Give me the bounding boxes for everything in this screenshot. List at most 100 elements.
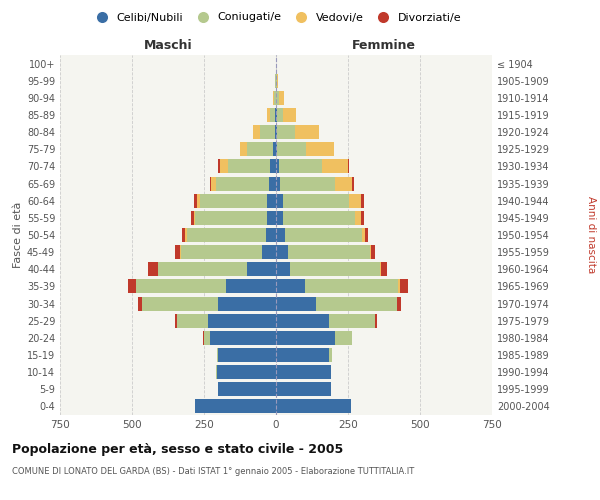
- Bar: [220, 160, 229, 173]
- Bar: [275, 125, 276, 139]
- Bar: [329, 314, 376, 328]
- Bar: [260, 125, 275, 139]
- Bar: [247, 262, 276, 276]
- Bar: [262, 245, 276, 259]
- Bar: [276, 280, 305, 293]
- Bar: [268, 211, 276, 225]
- Bar: [182, 228, 185, 242]
- Bar: [217, 348, 218, 362]
- Bar: [158, 262, 247, 276]
- Bar: [370, 245, 371, 259]
- Bar: [194, 194, 197, 207]
- Bar: [349, 194, 361, 207]
- Bar: [179, 245, 181, 259]
- Bar: [176, 314, 208, 328]
- Bar: [362, 228, 365, 242]
- Bar: [273, 142, 276, 156]
- Bar: [400, 280, 409, 293]
- Bar: [376, 314, 377, 328]
- Bar: [276, 194, 283, 207]
- Bar: [270, 160, 276, 173]
- Text: Popolazione per età, sesso e stato civile - 2005: Popolazione per età, sesso e stato civil…: [12, 442, 343, 456]
- Bar: [191, 211, 194, 225]
- Bar: [210, 176, 211, 190]
- Bar: [215, 176, 269, 190]
- Bar: [175, 245, 179, 259]
- Bar: [226, 280, 276, 293]
- Bar: [283, 194, 349, 207]
- Bar: [276, 400, 351, 413]
- Bar: [361, 211, 364, 225]
- Bar: [218, 160, 220, 173]
- Bar: [279, 160, 322, 173]
- Bar: [196, 400, 276, 413]
- Bar: [276, 262, 290, 276]
- Bar: [269, 176, 276, 190]
- Bar: [204, 331, 210, 345]
- Bar: [210, 331, 276, 345]
- Bar: [276, 245, 287, 259]
- Bar: [276, 296, 316, 310]
- Bar: [142, 296, 218, 310]
- Bar: [181, 245, 262, 259]
- Bar: [380, 262, 381, 276]
- Bar: [218, 296, 276, 310]
- Bar: [276, 125, 277, 139]
- Bar: [329, 348, 332, 362]
- Bar: [276, 331, 335, 345]
- Bar: [278, 91, 284, 105]
- Bar: [247, 142, 273, 156]
- Bar: [335, 331, 352, 345]
- Bar: [273, 91, 274, 105]
- Bar: [284, 228, 362, 242]
- Bar: [371, 245, 376, 259]
- Bar: [187, 228, 266, 242]
- Bar: [322, 160, 348, 173]
- Bar: [185, 228, 187, 242]
- Bar: [280, 176, 335, 190]
- Bar: [397, 296, 401, 310]
- Bar: [266, 228, 276, 242]
- Bar: [276, 211, 283, 225]
- Bar: [276, 142, 277, 156]
- Text: Femmine: Femmine: [352, 38, 416, 52]
- Bar: [276, 314, 329, 328]
- Bar: [306, 142, 334, 156]
- Bar: [136, 280, 226, 293]
- Bar: [283, 211, 355, 225]
- Bar: [365, 228, 368, 242]
- Bar: [138, 296, 142, 310]
- Bar: [276, 176, 280, 190]
- Bar: [295, 125, 319, 139]
- Bar: [211, 176, 215, 190]
- Bar: [200, 194, 268, 207]
- Bar: [253, 125, 260, 139]
- Bar: [348, 160, 349, 173]
- Bar: [274, 91, 276, 105]
- Bar: [283, 108, 296, 122]
- Legend: Celibi/Nubili, Coniugati/e, Vedovi/e, Divorziati/e: Celibi/Nubili, Coniugati/e, Vedovi/e, Di…: [86, 8, 466, 27]
- Bar: [276, 365, 331, 379]
- Y-axis label: Fasce di età: Fasce di età: [13, 202, 23, 268]
- Bar: [218, 348, 276, 362]
- Bar: [148, 262, 158, 276]
- Bar: [276, 228, 284, 242]
- Bar: [197, 194, 200, 207]
- Bar: [316, 296, 397, 310]
- Bar: [175, 314, 176, 328]
- Bar: [276, 382, 331, 396]
- Bar: [128, 280, 136, 293]
- Bar: [352, 176, 354, 190]
- Bar: [270, 108, 275, 122]
- Bar: [277, 74, 278, 88]
- Bar: [305, 280, 398, 293]
- Bar: [203, 331, 204, 345]
- Bar: [267, 108, 270, 122]
- Text: COMUNE DI LONATO DEL GARDA (BS) - Dati ISTAT 1° gennaio 2005 - Elaborazione TUTT: COMUNE DI LONATO DEL GARDA (BS) - Dati I…: [12, 468, 414, 476]
- Text: Anni di nascita: Anni di nascita: [586, 196, 596, 274]
- Bar: [276, 348, 329, 362]
- Bar: [381, 262, 387, 276]
- Bar: [287, 245, 370, 259]
- Bar: [335, 176, 352, 190]
- Bar: [268, 194, 276, 207]
